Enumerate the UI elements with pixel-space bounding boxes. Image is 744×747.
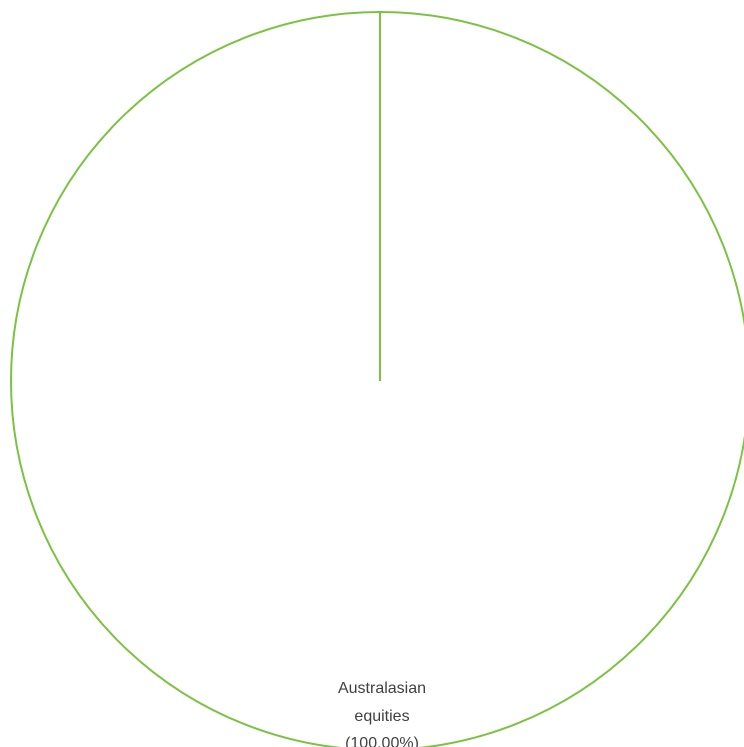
pie-labels: Australasian equities (100.00%) bbox=[338, 680, 426, 747]
pie-outline bbox=[10, 11, 744, 747]
slice-label-line-2: equities bbox=[354, 708, 409, 725]
slice-label-line-1: Australasian bbox=[338, 680, 426, 697]
pie-slices bbox=[10, 11, 744, 747]
slice-label-line-3: (100.00%) bbox=[345, 735, 419, 747]
